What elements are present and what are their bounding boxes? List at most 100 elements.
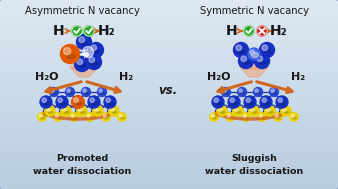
Circle shape <box>55 114 58 117</box>
Text: H: H <box>226 24 238 38</box>
Ellipse shape <box>284 111 289 113</box>
Circle shape <box>217 106 227 116</box>
Circle shape <box>38 113 46 121</box>
Bar <box>0 2 338 5</box>
Circle shape <box>42 98 47 102</box>
Circle shape <box>90 98 95 102</box>
Circle shape <box>99 89 102 92</box>
Bar <box>0 115 338 118</box>
Circle shape <box>83 89 87 92</box>
Bar <box>0 84 338 87</box>
Circle shape <box>77 59 82 65</box>
Circle shape <box>267 108 270 111</box>
Circle shape <box>281 106 291 116</box>
Ellipse shape <box>100 92 104 94</box>
Bar <box>0 21 338 24</box>
Circle shape <box>64 48 71 55</box>
Ellipse shape <box>251 53 259 57</box>
Circle shape <box>211 114 214 117</box>
Bar <box>0 11 338 14</box>
Ellipse shape <box>52 92 56 94</box>
Circle shape <box>214 98 218 102</box>
Polygon shape <box>240 67 268 77</box>
Circle shape <box>89 43 103 57</box>
Circle shape <box>51 89 54 92</box>
Bar <box>0 89 338 92</box>
Bar <box>0 108 338 111</box>
Text: Sluggish
water dissociation: Sluggish water dissociation <box>205 154 303 176</box>
Bar <box>0 37 338 40</box>
Bar <box>0 75 338 78</box>
Bar <box>0 127 338 130</box>
Circle shape <box>250 50 255 54</box>
Bar <box>0 18 338 21</box>
Bar <box>0 151 338 153</box>
Circle shape <box>45 106 55 116</box>
Circle shape <box>257 26 267 36</box>
Circle shape <box>63 108 66 111</box>
Circle shape <box>271 89 274 92</box>
Circle shape <box>242 113 250 121</box>
Ellipse shape <box>248 102 253 105</box>
Bar <box>0 184 338 187</box>
Circle shape <box>82 46 94 57</box>
Circle shape <box>255 53 269 68</box>
Circle shape <box>95 108 98 111</box>
Bar <box>0 163 338 165</box>
Circle shape <box>241 56 247 62</box>
Circle shape <box>236 45 242 51</box>
Bar <box>0 103 338 106</box>
Bar <box>0 68 338 71</box>
Circle shape <box>61 106 71 116</box>
Ellipse shape <box>70 64 98 70</box>
Circle shape <box>87 114 90 117</box>
Ellipse shape <box>276 117 280 119</box>
Bar <box>0 148 338 151</box>
Circle shape <box>74 98 78 102</box>
Circle shape <box>212 96 224 108</box>
Bar <box>0 61 338 64</box>
Text: H₂: H₂ <box>291 72 305 82</box>
Bar <box>0 66 338 68</box>
Bar <box>0 141 338 144</box>
Circle shape <box>265 106 275 116</box>
Bar <box>0 87 338 90</box>
Bar <box>0 129 338 132</box>
Circle shape <box>248 48 260 60</box>
Bar <box>0 30 338 33</box>
Bar <box>0 33 338 36</box>
Circle shape <box>235 108 238 111</box>
Ellipse shape <box>121 117 124 119</box>
Circle shape <box>79 37 84 43</box>
Circle shape <box>66 88 74 97</box>
Circle shape <box>86 113 94 121</box>
Circle shape <box>262 98 266 102</box>
Ellipse shape <box>79 64 86 67</box>
Circle shape <box>230 98 235 102</box>
Circle shape <box>275 114 278 117</box>
Bar <box>0 134 338 137</box>
Circle shape <box>103 114 106 117</box>
Ellipse shape <box>60 102 65 105</box>
Circle shape <box>244 96 256 108</box>
Bar <box>0 16 338 19</box>
Ellipse shape <box>68 92 72 94</box>
Bar <box>0 63 338 66</box>
Circle shape <box>47 108 50 111</box>
Circle shape <box>283 108 286 111</box>
Bar <box>0 28 338 31</box>
Bar <box>0 139 338 142</box>
Ellipse shape <box>261 117 264 119</box>
Ellipse shape <box>243 61 250 64</box>
Ellipse shape <box>257 92 261 94</box>
Ellipse shape <box>104 117 108 119</box>
Text: H₂: H₂ <box>98 24 116 38</box>
Ellipse shape <box>108 102 113 105</box>
Ellipse shape <box>228 117 232 119</box>
Bar <box>0 9 338 12</box>
Circle shape <box>118 113 126 121</box>
Circle shape <box>119 114 122 117</box>
Circle shape <box>87 54 101 70</box>
Bar <box>0 54 338 57</box>
Circle shape <box>223 89 226 92</box>
